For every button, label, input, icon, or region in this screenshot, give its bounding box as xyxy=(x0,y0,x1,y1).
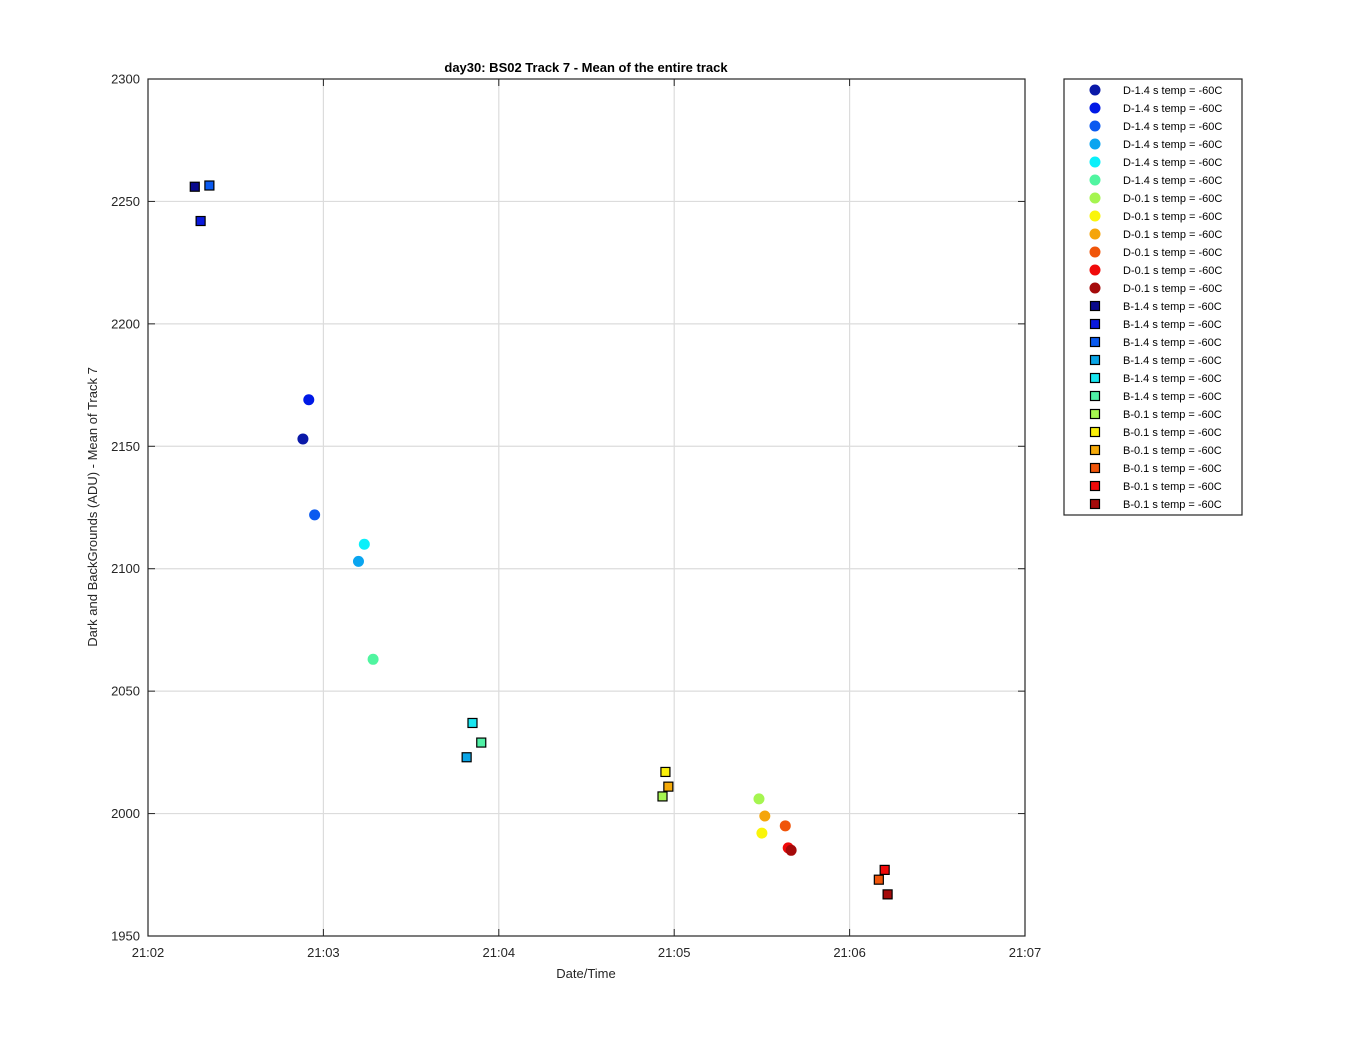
legend-marker xyxy=(1089,120,1101,132)
data-points xyxy=(189,180,893,900)
data-point-circle xyxy=(297,433,309,445)
data-point-circle xyxy=(309,509,321,521)
legend-marker xyxy=(1089,462,1101,474)
legend-marker xyxy=(1089,246,1101,258)
legend-marker xyxy=(1089,210,1101,222)
data-point-circle xyxy=(779,820,791,832)
y-tick-label: 1950 xyxy=(111,929,140,944)
legend-marker xyxy=(1089,192,1101,204)
x-tick-label: 21:03 xyxy=(307,945,340,960)
x-axis-label: Date/Time xyxy=(556,966,615,981)
chart-title: day30: BS02 Track 7 - Mean of the entire… xyxy=(444,60,728,75)
legend-label: D-0.1 s temp = -60C xyxy=(1123,265,1222,277)
legend-label: B-1.4 s temp = -60C xyxy=(1123,391,1222,403)
legend-marker xyxy=(1089,102,1101,114)
legend-marker xyxy=(1089,228,1101,240)
y-tick-label: 2050 xyxy=(111,684,140,699)
data-point-circle xyxy=(358,538,370,550)
x-tick-label: 21:06 xyxy=(833,945,866,960)
legend-marker xyxy=(1089,318,1101,330)
x-tick-label: 21:04 xyxy=(483,945,516,960)
data-point-circle xyxy=(352,555,364,567)
legend-label: D-1.4 s temp = -60C xyxy=(1123,157,1222,169)
legend-marker xyxy=(1089,138,1101,150)
x-tick-label: 21:02 xyxy=(132,945,165,960)
legend-label: B-1.4 s temp = -60C xyxy=(1123,337,1222,349)
legend-label: D-0.1 s temp = -60C xyxy=(1123,229,1222,241)
legend-label: D-1.4 s temp = -60C xyxy=(1123,85,1222,97)
data-point-circle xyxy=(759,810,771,822)
data-point-square xyxy=(660,766,671,778)
legend-label: B-1.4 s temp = -60C xyxy=(1123,355,1222,367)
data-point-circle xyxy=(756,827,768,839)
legend-label: B-1.4 s temp = -60C xyxy=(1123,373,1222,385)
legend-label: D-0.1 s temp = -60C xyxy=(1123,211,1222,223)
x-tick-label: 21:07 xyxy=(1009,945,1042,960)
legend-marker xyxy=(1089,300,1101,312)
data-point-circle xyxy=(753,793,765,805)
legend-marker xyxy=(1089,408,1101,420)
legend-marker xyxy=(1089,444,1101,456)
legend-marker xyxy=(1089,498,1101,510)
axis-ticks: 21:02 21:03 21:04 21:05 21:06 21:07 1950 2000 20… xyxy=(111,72,1041,961)
legend-label: D-0.1 s temp = -60C xyxy=(1123,283,1222,295)
y-tick-label: 2000 xyxy=(111,806,140,821)
legend-marker xyxy=(1089,156,1101,168)
legend-marker xyxy=(1089,282,1101,294)
y-tick-label: 2200 xyxy=(111,316,140,331)
data-point-square xyxy=(879,864,890,875)
legend-marker xyxy=(1089,84,1101,96)
legend-marker xyxy=(1089,426,1101,438)
legend-marker xyxy=(1089,480,1101,492)
y-axis-label: Dark and BackGrounds (ADU) - Mean of Tra… xyxy=(85,367,100,647)
legend-marker xyxy=(1089,336,1101,348)
data-point-square xyxy=(873,874,884,885)
plot-area-border xyxy=(147,78,1026,937)
legend-label: D-1.4 s temp = -60C xyxy=(1123,121,1222,133)
legend-label: B-0.1 s temp = -60C xyxy=(1123,427,1222,439)
legend-label: D-0.1 s temp = -60C xyxy=(1123,193,1222,205)
legend-label: D-1.4 s temp = -60C xyxy=(1123,175,1222,187)
legend-marker xyxy=(1089,174,1101,186)
data-point-square xyxy=(195,215,206,227)
data-point-square xyxy=(657,791,668,802)
y-tick-label: 2150 xyxy=(111,439,140,454)
legend-label: B-1.4 s temp = -60C xyxy=(1123,301,1222,313)
data-point-circle xyxy=(367,653,379,665)
legend-label: D-0.1 s temp = -60C xyxy=(1123,247,1222,259)
y-tick-label: 2100 xyxy=(111,561,140,576)
legend-label: B-0.1 s temp = -60C xyxy=(1123,445,1222,457)
y-tick-label: 2300 xyxy=(111,72,140,87)
legend-marker xyxy=(1089,372,1101,384)
data-point-square xyxy=(189,181,200,192)
data-point-circle xyxy=(785,844,797,856)
legend-label: B-0.1 s temp = -60C xyxy=(1123,463,1222,475)
data-point-square xyxy=(204,180,215,191)
y-tick-label: 2250 xyxy=(111,194,140,209)
data-point-square xyxy=(663,781,674,792)
data-point-square xyxy=(467,717,478,729)
legend-box xyxy=(1063,78,1243,516)
legend-label: B-0.1 s temp = -60C xyxy=(1123,409,1222,421)
legend-marker xyxy=(1089,390,1101,402)
grid xyxy=(148,79,1025,936)
legend-label: D-1.4 s temp = -60C xyxy=(1123,139,1222,151)
data-point-square xyxy=(882,889,893,900)
legend-marker xyxy=(1089,264,1101,276)
data-point-square xyxy=(476,737,487,748)
x-tick-label: 21:05 xyxy=(658,945,691,960)
legend-label: D-1.4 s temp = -60C xyxy=(1123,103,1222,115)
legend-label: B-0.1 s temp = -60C xyxy=(1123,481,1222,493)
legend-marker xyxy=(1089,354,1101,366)
legend-label: B-0.1 s temp = -60C xyxy=(1123,499,1222,511)
data-point-square xyxy=(461,752,472,763)
data-point-circle xyxy=(303,394,315,406)
legend-label: B-1.4 s temp = -60C xyxy=(1123,319,1222,331)
legend: D-1.4 s temp = -60C D-1.4 s temp = -60C D-… xyxy=(1063,78,1243,516)
